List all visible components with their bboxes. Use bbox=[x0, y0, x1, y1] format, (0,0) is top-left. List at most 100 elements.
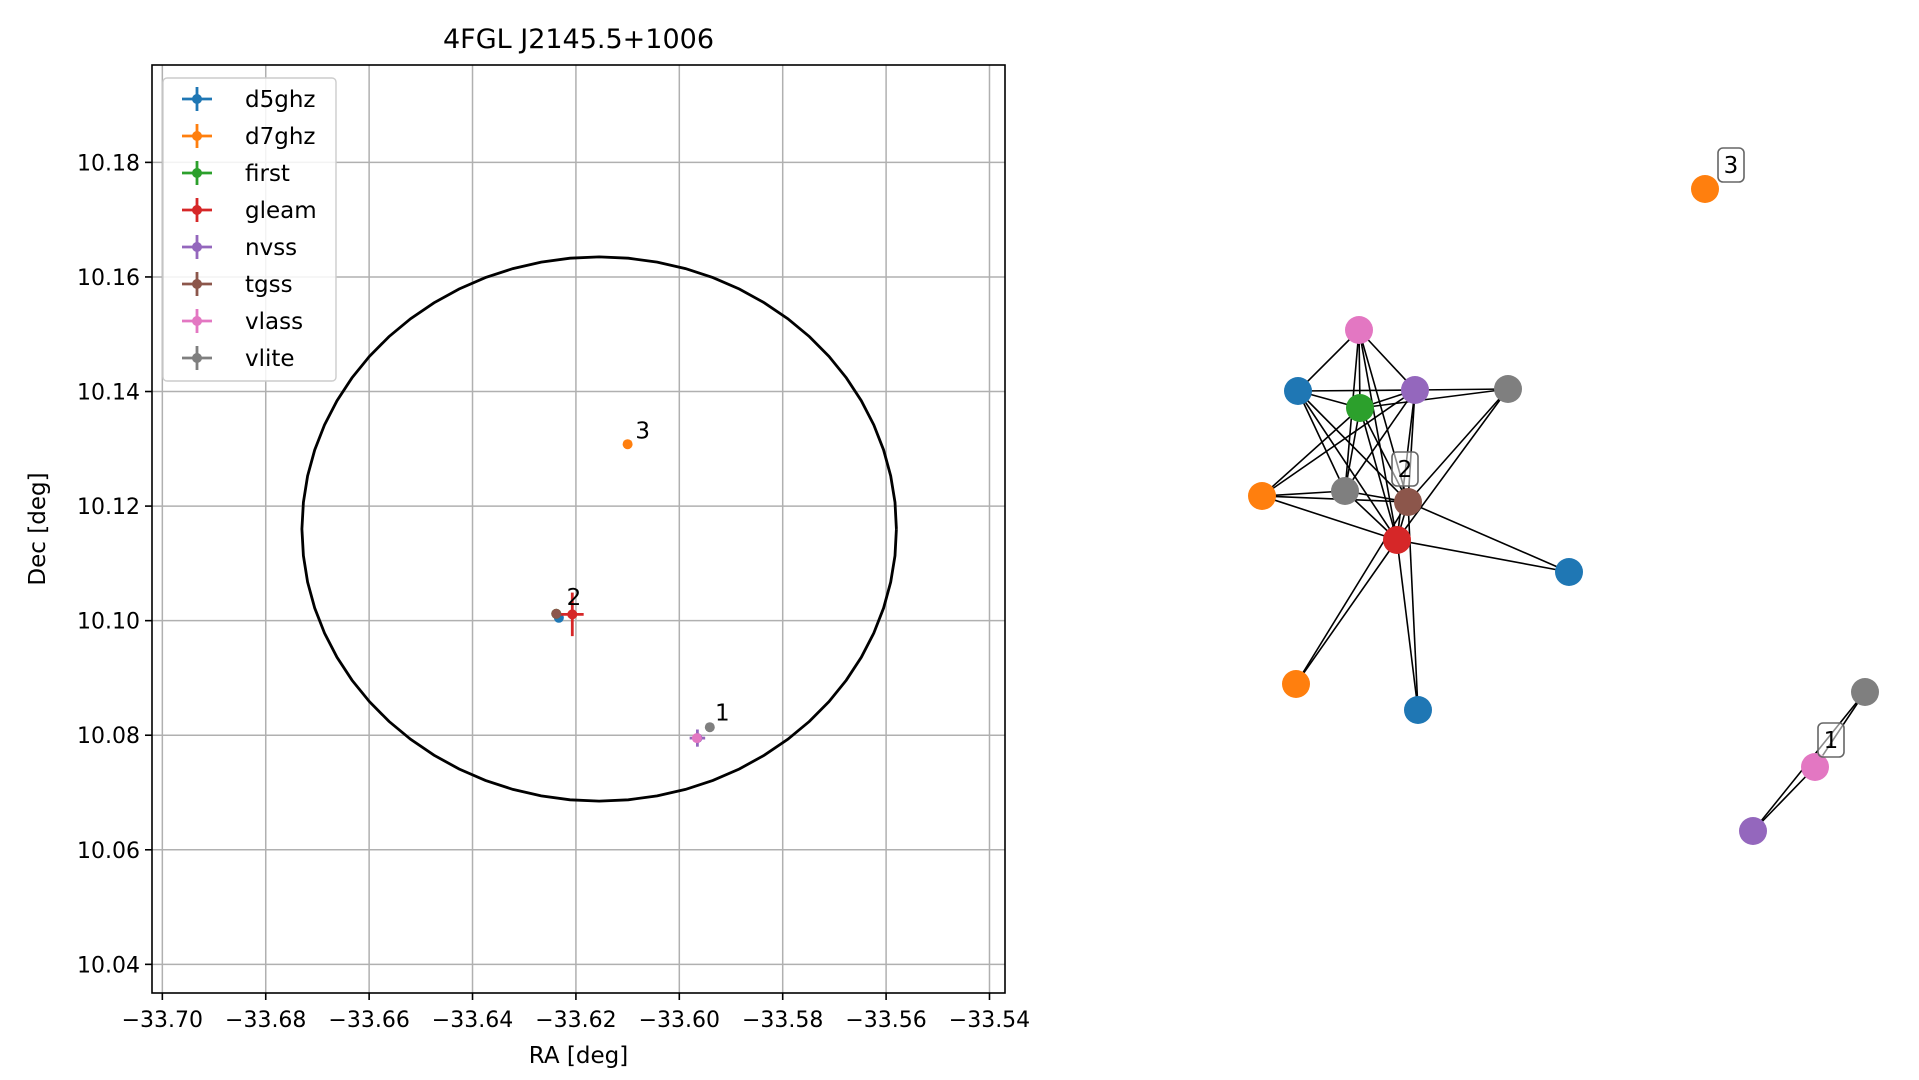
legend-label: d7ghz bbox=[245, 124, 315, 150]
data-point-d7ghz bbox=[622, 439, 633, 450]
legend-label: first bbox=[245, 161, 290, 187]
network-labels-layer: 1 2 3 bbox=[1391, 147, 1845, 758]
network-edge bbox=[1396, 539, 1419, 711]
network-node bbox=[1494, 375, 1522, 403]
scatter-panel: 1 2 3 −33.70 −33.68 −33.66 −33.64 −33.62 −33.60… bbox=[25, 24, 1030, 1069]
legend-marker-dot bbox=[192, 353, 202, 363]
point-annotation: 3 bbox=[635, 418, 650, 444]
legend-label: vlass bbox=[245, 309, 303, 335]
data-point-gleam bbox=[567, 609, 578, 620]
network-edge bbox=[1407, 501, 1570, 573]
annotation-layer: 1 2 3 bbox=[567, 418, 730, 726]
legend-label: tgss bbox=[245, 272, 293, 298]
y-tick-label: 10.04 bbox=[77, 953, 140, 978]
network-node bbox=[1346, 394, 1374, 422]
y-tick-label: 10.12 bbox=[77, 495, 140, 520]
network-node bbox=[1284, 377, 1312, 405]
ticks-layer: −33.70 −33.68 −33.66 −33.64 −33.62 −33.60 −33.… bbox=[77, 151, 1030, 1033]
x-axis-label: RA [deg] bbox=[529, 1043, 628, 1069]
network-node bbox=[1801, 753, 1829, 781]
network-label-box bbox=[1717, 147, 1745, 183]
data-point-tgss bbox=[551, 608, 562, 619]
network-label-box bbox=[1391, 451, 1419, 487]
y-tick-label: 10.10 bbox=[77, 610, 140, 635]
nodes-layer bbox=[1248, 175, 1879, 845]
network-edge bbox=[1297, 390, 1346, 492]
network-node bbox=[1282, 670, 1310, 698]
network-edge bbox=[1752, 766, 1816, 832]
ellipse-layer bbox=[300, 255, 898, 803]
network-label: 1 bbox=[1824, 728, 1839, 754]
network-edge bbox=[1396, 388, 1509, 541]
network-node bbox=[1404, 696, 1432, 724]
y-tick-label: 10.08 bbox=[77, 724, 140, 749]
network-label: 2 bbox=[1398, 457, 1413, 483]
y-axis-label: Dec [deg] bbox=[25, 472, 51, 585]
y-tick-label: 10.16 bbox=[77, 266, 140, 291]
network-edge bbox=[1261, 495, 1398, 541]
data-point-vlite bbox=[704, 722, 715, 733]
network-edge bbox=[1297, 389, 1416, 392]
grid-layer bbox=[152, 65, 1005, 993]
legend: d5ghz d7ghz first gleam nvss tgss vlass vlite bbox=[162, 77, 337, 382]
plot-frame bbox=[151, 64, 1006, 994]
legend-marker-dot bbox=[192, 316, 202, 326]
network-node bbox=[1248, 482, 1276, 510]
chart-title: 4FGL J2145.5+1006 bbox=[443, 24, 714, 55]
legend-marker-dot bbox=[192, 205, 202, 215]
legend-box bbox=[162, 77, 337, 382]
network-edge bbox=[1344, 407, 1361, 492]
x-tick-label: −33.54 bbox=[949, 1008, 1030, 1033]
x-tick-label: −33.66 bbox=[328, 1008, 409, 1033]
network-edge bbox=[1295, 539, 1398, 685]
network-edge bbox=[1407, 388, 1509, 503]
network-edge bbox=[1261, 389, 1416, 497]
network-label: 3 bbox=[1724, 153, 1739, 179]
network-edge bbox=[1297, 390, 1398, 541]
network-edge bbox=[1359, 407, 1398, 541]
x-tick-label: −33.62 bbox=[535, 1008, 616, 1033]
network-node bbox=[1345, 316, 1373, 344]
x-tick-label: −33.64 bbox=[432, 1008, 513, 1033]
legend-marker-dot bbox=[192, 131, 202, 141]
network-edge bbox=[1407, 501, 1419, 711]
network-edge bbox=[1359, 388, 1509, 409]
x-tick-label: −33.70 bbox=[122, 1008, 203, 1033]
network-node bbox=[1851, 678, 1879, 706]
network-node bbox=[1383, 526, 1411, 554]
network-node bbox=[1331, 477, 1359, 505]
legend-label: d5ghz bbox=[245, 87, 315, 113]
legend-label: vlite bbox=[245, 346, 295, 372]
x-tick-label: −33.58 bbox=[742, 1008, 823, 1033]
network-panel: 1 2 3 bbox=[1248, 147, 1879, 845]
network-node bbox=[1691, 175, 1719, 203]
legend-label: nvss bbox=[245, 235, 297, 261]
network-node bbox=[1401, 376, 1429, 404]
network-node bbox=[1555, 558, 1583, 586]
legend-label: gleam bbox=[245, 198, 317, 224]
network-edge bbox=[1261, 407, 1361, 497]
points-layer bbox=[551, 439, 715, 747]
y-tick-label: 10.14 bbox=[77, 381, 140, 406]
point-annotation: 1 bbox=[715, 700, 730, 726]
y-tick-label: 10.18 bbox=[77, 151, 140, 176]
legend-marker-dot bbox=[192, 242, 202, 252]
data-point-vlass bbox=[691, 733, 702, 744]
x-tick-label: −33.60 bbox=[639, 1008, 720, 1033]
network-node bbox=[1739, 817, 1767, 845]
x-tick-label: −33.56 bbox=[845, 1008, 926, 1033]
network-node bbox=[1394, 488, 1422, 516]
network-edge bbox=[1344, 389, 1416, 492]
network-edge bbox=[1414, 388, 1509, 391]
error-ellipse bbox=[300, 255, 898, 803]
point-annotation: 2 bbox=[567, 585, 582, 611]
legend-marker-dot bbox=[192, 279, 202, 289]
network-label-box bbox=[1817, 722, 1845, 758]
y-tick-label: 10.06 bbox=[77, 839, 140, 864]
x-tick-label: −33.68 bbox=[225, 1008, 306, 1033]
legend-marker-dot bbox=[192, 94, 202, 104]
legend-marker-dot bbox=[192, 168, 202, 178]
network-edge bbox=[1297, 329, 1360, 392]
network-edge bbox=[1396, 539, 1570, 573]
